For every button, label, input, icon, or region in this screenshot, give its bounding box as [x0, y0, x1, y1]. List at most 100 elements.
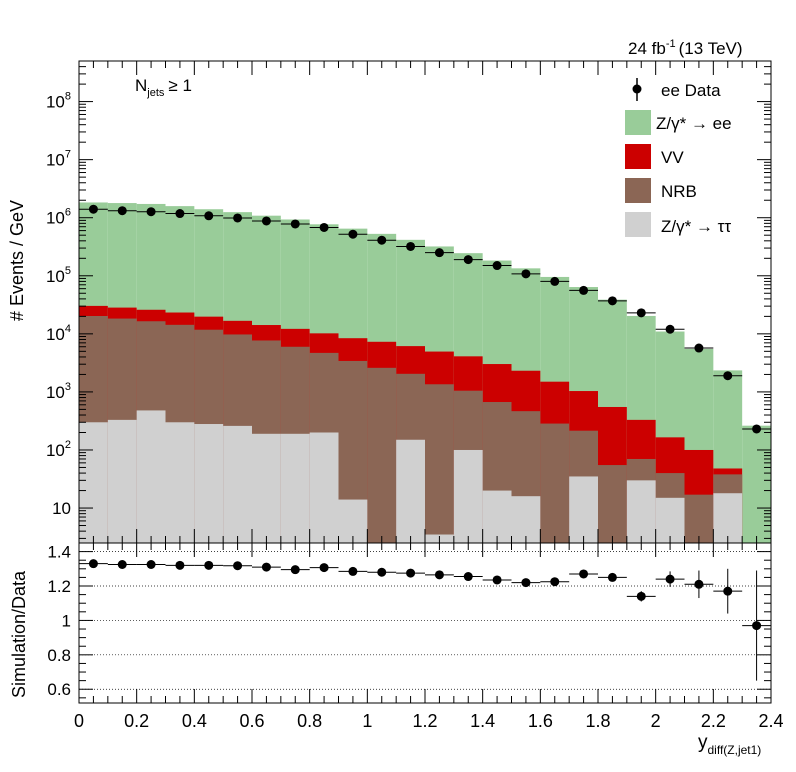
data-point-13 [463, 255, 473, 265]
top-ytick-label-1: 102 [46, 439, 71, 460]
hist-bar-ztautau-7 [280, 433, 310, 543]
ratio-point-14 [492, 575, 502, 585]
ratio-point-7 [290, 565, 300, 575]
ratio-points [79, 559, 771, 681]
hist-bar-ztautau-1 [107, 419, 137, 543]
ratio-point-22 [723, 586, 733, 596]
data-point-12 [434, 248, 444, 258]
hist-bar-ztautau-11 [396, 439, 425, 543]
ratio-y-axis-title: Simulation/Data [9, 570, 29, 698]
hist-bar-zee-23 [742, 425, 771, 543]
hist-bar-nrb-16 [540, 423, 570, 543]
ratio-point-13 [463, 572, 473, 582]
legend-entry-nrb: NRB [625, 178, 697, 203]
data-point-5 [233, 213, 243, 223]
ratio-axes: 0.6 0.8 1 1.2 1.4 0 0.2 0.4 0.6 0.8 1 1.2 1.4 1.6 1.8 2… [47, 542, 784, 731]
data-point-16 [550, 276, 560, 286]
hist-bar-ztautau-17 [569, 476, 598, 543]
data-point-2 [146, 207, 156, 217]
ratio-point-20 [665, 574, 675, 584]
lumi-exponent: -1 [666, 38, 676, 50]
hist-bar-ztautau-5 [223, 425, 252, 543]
hist-bar-ztautau-0 [79, 422, 108, 543]
hist-bar-ztautau-15 [511, 496, 541, 543]
legend-label-nrb: NRB [661, 182, 697, 201]
ratio-gridlines [79, 551, 771, 690]
data-point-9 [348, 229, 358, 239]
legend-data-marker [632, 84, 642, 94]
x-tick-label-3: 0.6 [239, 711, 264, 731]
legend-swatch-vv [625, 144, 651, 169]
top-ytick-label-2: 103 [46, 381, 71, 402]
x-tick-label-12: 2.4 [758, 711, 783, 731]
legend-swatch-nrb [625, 178, 651, 203]
ratio-point-6 [261, 562, 271, 572]
lumi-value: 24 fb [628, 39, 666, 58]
njets-annotation: Njets ≥ 1 [135, 76, 192, 99]
x-tick-label-10: 2 [651, 711, 661, 731]
hist-bar-ztautau-8 [309, 432, 339, 543]
top-ytick-label-3: 104 [46, 323, 71, 344]
ratio-point-5 [233, 561, 243, 571]
hist-bar-ztautau-20 [655, 497, 685, 543]
top-y-axis-title: # Events / GeV [7, 200, 27, 321]
ratio-point-12 [434, 570, 444, 580]
hist-bar-ztautau-6 [252, 433, 281, 543]
x-tick-label-11: 2.2 [701, 711, 726, 731]
data-point-15 [521, 269, 531, 279]
x-tick-label-8: 1.6 [528, 711, 553, 731]
ratio-point-2 [146, 560, 156, 570]
hist-bar-ztautau-14 [482, 490, 512, 543]
legend-entry-data: ee Data [632, 78, 721, 101]
data-point-0 [88, 204, 98, 214]
ratio-point-19 [636, 591, 646, 601]
njets-symbol: N [135, 76, 147, 95]
data-point-3 [175, 209, 185, 219]
ratio-point-9 [348, 566, 358, 576]
ratio-point-8 [319, 563, 329, 573]
legend-label-data: ee Data [661, 81, 721, 100]
x-axis-subscript: diff(Z,jet1) [708, 743, 762, 757]
ratio-point-11 [406, 568, 416, 578]
legend-entry-zee: Z/γ* → ee [625, 110, 732, 135]
legend-swatch-ztautau [625, 212, 651, 237]
top-ytick-label-6: 107 [46, 149, 71, 170]
hist-bar-ztautau-4 [194, 424, 224, 543]
data-point-17 [579, 285, 589, 295]
ratio-ytick-label-0: 0.6 [47, 680, 71, 699]
ratio-point-0 [88, 559, 98, 569]
x-tick-label-0: 0 [74, 711, 84, 731]
data-point-4 [204, 211, 214, 221]
hist-bar-nrb-18 [598, 465, 627, 543]
data-point-10 [377, 235, 387, 245]
ratio-ytick-label-3: 1.2 [47, 577, 71, 596]
hist-bar-ztautau-19 [626, 480, 656, 543]
top-ytick-label-0: 10 [52, 499, 71, 518]
energy-value: (13 TeV) [679, 39, 743, 58]
x-tick-label-5: 1 [362, 711, 372, 731]
x-tick-label-9: 1.8 [585, 711, 610, 731]
lumi-label: 24 fb-1 (13 TeV) [628, 38, 743, 58]
top-ytick-label-5: 106 [46, 207, 71, 228]
top-ytick-label-4: 105 [46, 265, 71, 286]
x-tick-label-1: 0.2 [124, 711, 149, 731]
ratio-point-4 [204, 560, 214, 570]
hist-bar-nrb-12 [425, 384, 454, 543]
x-tick-label-4: 0.8 [297, 711, 322, 731]
legend-label-zee: Z/γ* → ee [656, 114, 732, 133]
data-point-19 [636, 308, 646, 318]
x-axis-symbol: y [698, 732, 708, 753]
x-tick-label-7: 1.4 [470, 711, 495, 731]
hist-bar-ztautau-2 [136, 410, 166, 543]
ratio-ytick-label-1: 0.8 [47, 646, 71, 665]
data-point-14 [492, 261, 502, 271]
data-point-11 [406, 241, 416, 251]
data-point-21 [694, 343, 704, 353]
x-tick-label-6: 1.2 [412, 711, 437, 731]
x-axis-title: ydiff(Z,jet1) [698, 732, 761, 757]
data-point-18 [607, 296, 617, 306]
hist-bar-ztautau-9 [338, 499, 368, 543]
legend-entry-vv: VV [625, 144, 684, 169]
legend: ee Data Z/γ* → ee VV NRB Z/γ* → ττ [625, 78, 732, 237]
